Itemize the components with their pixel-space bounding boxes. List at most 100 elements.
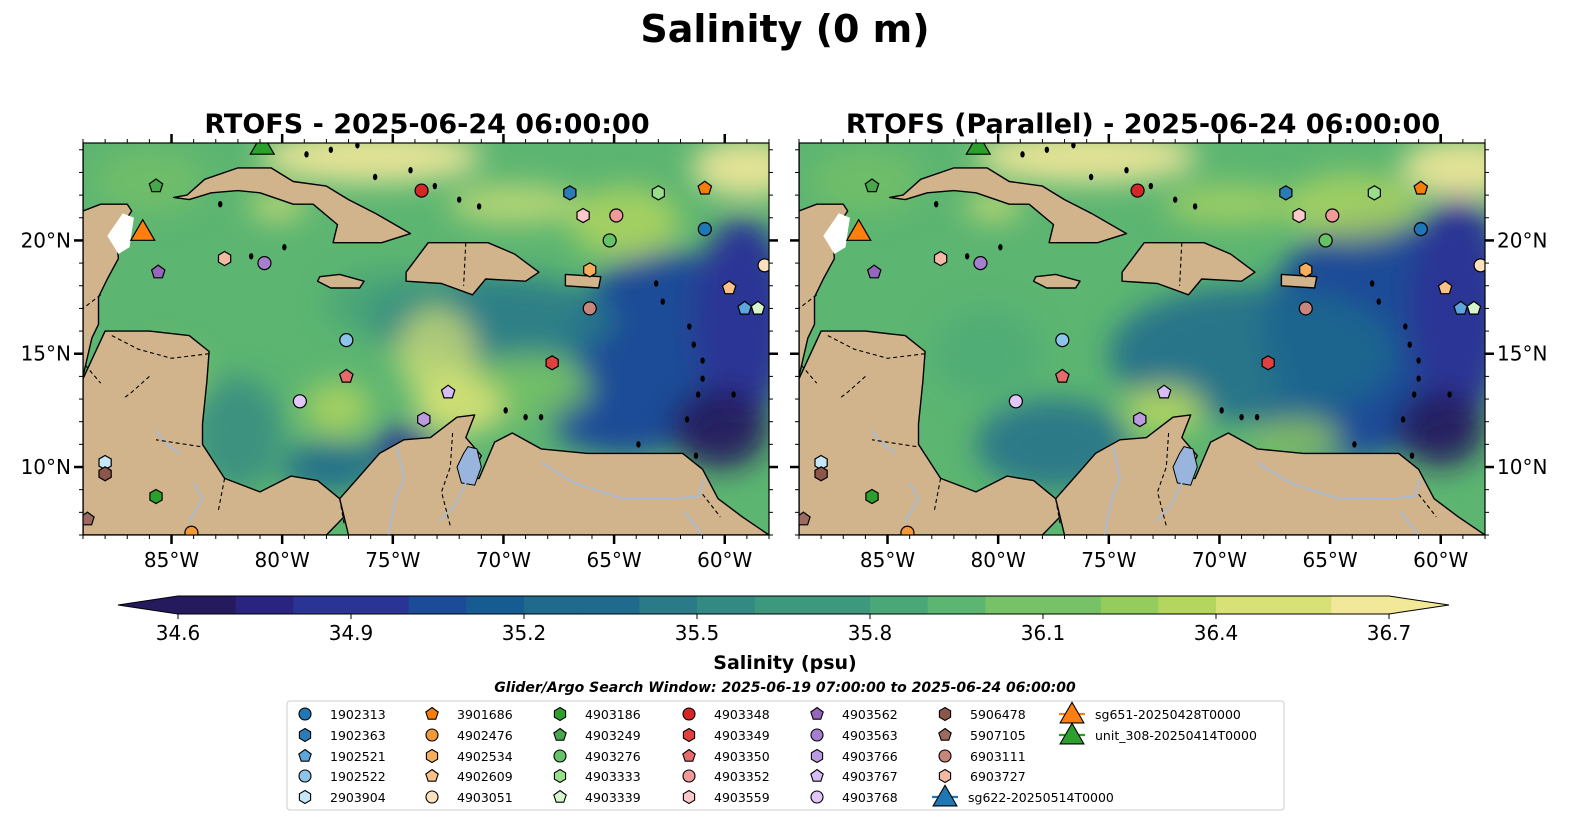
y-tick-label: 10°N xyxy=(21,455,71,479)
colorbar-swatch xyxy=(812,596,871,614)
legend-item: sg622-20250514T0000 xyxy=(932,784,1114,807)
y-tick-label: 15°N xyxy=(21,342,71,366)
marker-4903563 xyxy=(257,255,272,271)
legend-label: 1902363 xyxy=(330,728,386,743)
legend-swatch-4903352 xyxy=(682,769,696,783)
marker-4903352 xyxy=(1325,208,1340,223)
colorbar-tick-label: 36.7 xyxy=(1367,621,1412,645)
legend-swatch-4903562 xyxy=(810,706,824,720)
marker-4903352 xyxy=(609,208,624,223)
x-tick-label: 70°W xyxy=(1192,548,1247,572)
colorbar-swatch xyxy=(927,596,986,614)
marker-3901686 xyxy=(1413,180,1429,195)
marker-4903563 xyxy=(973,255,988,271)
marker-6903111 xyxy=(1298,301,1313,316)
legend-item: 1902313 xyxy=(298,707,386,722)
y-tick-label: 15°N xyxy=(1497,342,1547,366)
land xyxy=(799,143,1485,535)
legend-swatch-4903768 xyxy=(810,790,824,804)
marker-1902363 xyxy=(563,185,577,201)
legend-swatch-4903339 xyxy=(553,789,567,803)
marker-4903768 xyxy=(1008,394,1023,409)
map-frame xyxy=(82,142,770,536)
legend-swatch-5906478 xyxy=(938,706,952,722)
legend-label: 4902609 xyxy=(457,769,513,784)
marker-4903348 xyxy=(1130,183,1145,198)
x-tick-label: 60°W xyxy=(697,548,752,572)
legend-swatch-4903766 xyxy=(810,748,824,764)
marker-4903350 xyxy=(1054,368,1070,383)
legend-swatch-4903186 xyxy=(553,706,567,722)
colorbar-swatch xyxy=(1100,596,1159,614)
x-tick-label: 75°W xyxy=(365,548,420,572)
figure-title: Salinity (0 m) xyxy=(640,7,929,51)
legend-item: 4903562 xyxy=(810,706,898,722)
legend-swatch-2903904 xyxy=(298,789,312,805)
marker-4903339 xyxy=(750,300,766,315)
legend-label: 2903904 xyxy=(330,790,386,805)
lake-maracaibo xyxy=(1172,446,1198,486)
legend-item: 4903768 xyxy=(810,790,898,805)
legend-label: 4903767 xyxy=(842,769,898,784)
lake-maracaibo xyxy=(456,446,482,486)
marker-1902521 xyxy=(1453,300,1469,315)
marker-4903559 xyxy=(576,207,590,224)
colorbar-swatch xyxy=(351,596,410,614)
map-panel-rtofs-parallel: RTOFS (Parallel) - 2025-06-24 06:00:00 8… xyxy=(790,109,1547,572)
legend-label: 4903348 xyxy=(714,707,770,722)
legend-swatch-4902534 xyxy=(425,748,439,764)
legend-label: 4903350 xyxy=(714,749,770,764)
x-tick-label: 60°W xyxy=(1413,548,1468,572)
legend-item: 4903348 xyxy=(682,707,770,722)
marker-4903333 xyxy=(651,185,666,201)
colorbar-swatch xyxy=(293,596,352,614)
legend-item: 4903249 xyxy=(553,727,641,743)
legend-item: 5907105 xyxy=(938,727,1026,743)
colorbar-tick-label: 36.4 xyxy=(1194,621,1239,645)
colorbar-swatch xyxy=(524,596,583,614)
legend-item: 5906478 xyxy=(938,706,1026,722)
legend-item: 1902521 xyxy=(298,748,386,764)
landmass-yucatan xyxy=(799,143,849,378)
legend-label: sg622-20250514T0000 xyxy=(968,790,1114,805)
x-tick-label: 80°W xyxy=(255,548,310,572)
marker-3901686 xyxy=(697,180,713,195)
marker-1902313 xyxy=(697,222,712,237)
legend-item: 4903766 xyxy=(810,748,898,764)
legend-swatch-4903276 xyxy=(553,749,567,763)
legend-label: 4903766 xyxy=(842,749,898,764)
marker-4903768 xyxy=(292,394,307,409)
colorbar-swatch xyxy=(754,596,813,614)
panel-title-rtofs: RTOFS - 2025-06-24 06:00:00 xyxy=(204,109,649,140)
marker-5907105 xyxy=(799,511,811,526)
legend-swatch-1902363 xyxy=(298,727,312,743)
legend-item: 4902534 xyxy=(425,748,513,764)
colorbar-swatch xyxy=(408,596,467,614)
landmass-jamaica xyxy=(1032,273,1081,289)
legend-label: 1902522 xyxy=(330,769,386,784)
legend-label: 5907105 xyxy=(970,728,1026,743)
marker-4902534 xyxy=(1299,262,1313,278)
legend-item: 6903111 xyxy=(938,749,1026,764)
marker-1902521 xyxy=(737,300,753,315)
landmass-jamaica xyxy=(316,273,365,289)
marker-6903727 xyxy=(217,250,232,267)
legend-item: 4902476 xyxy=(425,728,513,743)
landmass-cuba xyxy=(172,167,412,244)
colorbar-swatch xyxy=(1216,596,1275,614)
legend-label: 4903563 xyxy=(842,728,898,743)
legend-frame xyxy=(286,700,1285,811)
legend-label: 4903562 xyxy=(842,707,898,722)
marker-unit_308-20250414T0000 xyxy=(965,143,992,155)
legend-item: 3901686 xyxy=(425,706,513,722)
landmass-yucatan xyxy=(83,143,133,378)
legend-label: 4902476 xyxy=(457,728,513,743)
legend-swatch-4903051 xyxy=(425,790,439,804)
salinity-colorbar: 34.6 34.9 35.2 35.5 35.8 36.1 36.4 36.7 xyxy=(117,595,1450,645)
colorbar-label: Salinity (psu) xyxy=(713,652,856,674)
x-tick-label: 80°W xyxy=(971,548,1026,572)
colorbar-tick-label: 35.8 xyxy=(848,621,893,645)
legend-label: 4903333 xyxy=(585,769,641,784)
legend-item: 1902522 xyxy=(298,769,386,784)
